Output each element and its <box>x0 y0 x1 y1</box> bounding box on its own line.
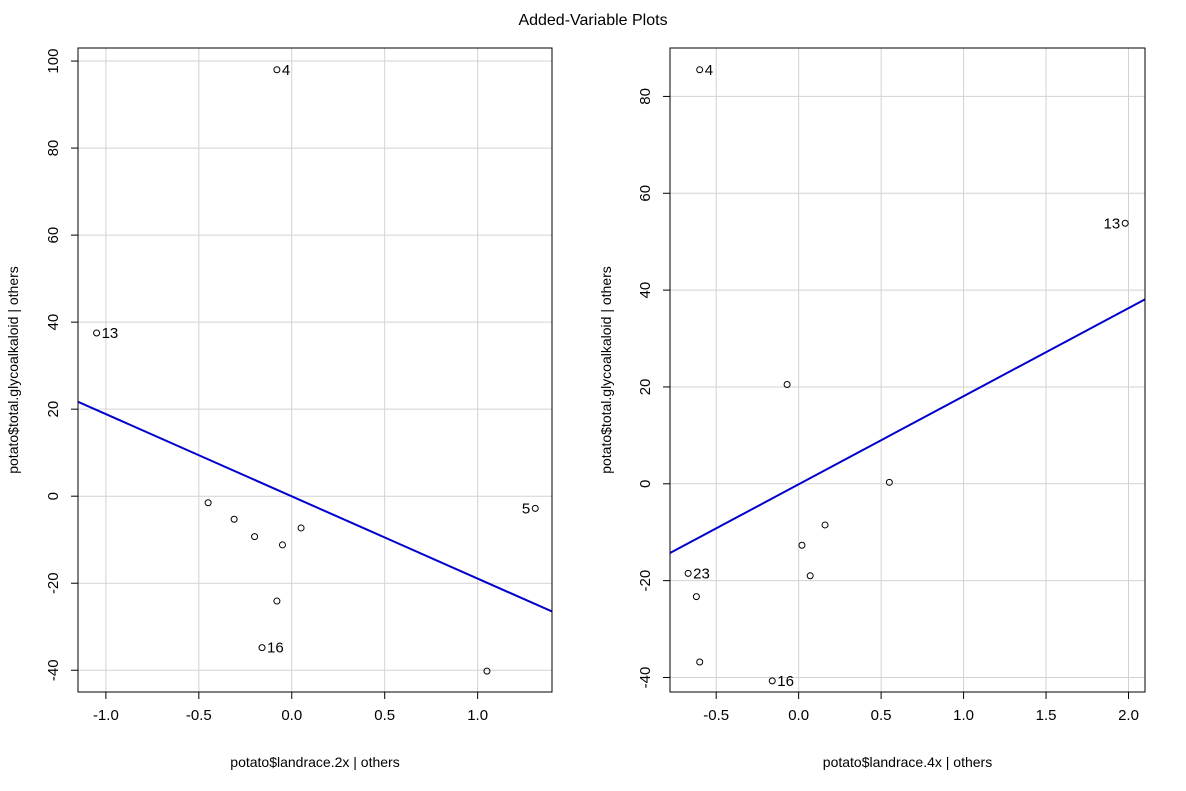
regression-line <box>670 298 1145 554</box>
point-label: 4 <box>705 62 713 79</box>
plot-frame <box>77 47 553 693</box>
y-axis-label: potato$total.glycoalkaloid | others <box>5 266 21 474</box>
x-tick-label: 2.0 <box>1118 707 1139 724</box>
point-label: 23 <box>693 565 710 582</box>
y-tick-label: 40 <box>637 282 654 299</box>
data-point <box>230 515 238 523</box>
x-tick-label: -1.0 <box>93 707 119 724</box>
x-tick-label: 1.0 <box>467 707 488 724</box>
y-tick-label: -40 <box>45 659 62 681</box>
data-point <box>696 66 704 74</box>
x-tick-label: 0.0 <box>788 707 809 724</box>
x-axis-label: potato$landrace.2x | others <box>230 754 399 770</box>
y-tick-label: 40 <box>45 314 62 331</box>
data-point <box>696 658 704 666</box>
panel-1: -1.0 -0.5 0.0 0.5 1.0 -40 -20 0 20 40 60 80 100 potat… <box>5 47 553 770</box>
data-point <box>483 667 491 675</box>
data-point <box>93 329 101 337</box>
x-tick-label: 0.5 <box>374 707 395 724</box>
y-tick-label: 20 <box>637 379 654 396</box>
x-tick-label: -0.5 <box>186 707 212 724</box>
x-tick-label: 0.0 <box>281 707 302 724</box>
data-point <box>768 677 776 685</box>
data-point <box>251 533 259 541</box>
data-point <box>273 66 281 74</box>
y-tick-label: 0 <box>637 480 654 488</box>
y-tick-label: 80 <box>637 88 654 105</box>
x-tick-label: 1.0 <box>953 707 974 724</box>
y-axis-label: potato$total.glycoalkaloid | others <box>598 266 614 474</box>
x-axis-label: potato$landrace.4x | others <box>823 754 992 770</box>
regression-line <box>78 400 552 613</box>
x-tick-label: 1.5 <box>1036 707 1057 724</box>
plot-frame <box>669 47 1146 693</box>
data-point <box>692 593 700 601</box>
y-tick-label: 20 <box>45 401 62 418</box>
y-tick-label: 60 <box>637 185 654 202</box>
data-point <box>204 499 212 507</box>
data-point <box>297 524 305 532</box>
y-tick-label: 60 <box>45 227 62 244</box>
data-point <box>258 644 266 652</box>
data-point <box>531 504 539 512</box>
y-tick-label: -40 <box>637 667 654 689</box>
point-label: 16 <box>777 673 794 690</box>
y-tick-label: -20 <box>637 570 654 592</box>
data-point <box>783 381 791 389</box>
y-tick-label: 100 <box>45 49 62 74</box>
point-label: 13 <box>1104 215 1121 232</box>
data-point <box>684 569 692 577</box>
data-point <box>821 521 829 529</box>
x-tick-label: 0.5 <box>871 707 892 724</box>
data-point <box>885 478 893 486</box>
point-label: 16 <box>267 640 284 657</box>
y-tick-label: -20 <box>45 572 62 594</box>
data-point <box>273 597 281 605</box>
data-point <box>806 572 814 580</box>
x-tick-label: -0.5 <box>703 707 729 724</box>
data-point <box>278 541 286 549</box>
point-label: 5 <box>522 500 530 517</box>
data-point <box>1121 219 1129 227</box>
y-tick-label: 0 <box>45 492 62 500</box>
panel-2: -0.5 0.0 0.5 1.0 1.5 2.0 -40 -20 0 20 40 60 80 potato… <box>598 47 1146 770</box>
point-label: 4 <box>282 62 290 79</box>
data-point <box>798 541 806 549</box>
chart-title: Added-Variable Plots <box>518 12 667 29</box>
point-label: 13 <box>102 325 119 342</box>
y-tick-label: 80 <box>45 140 62 157</box>
